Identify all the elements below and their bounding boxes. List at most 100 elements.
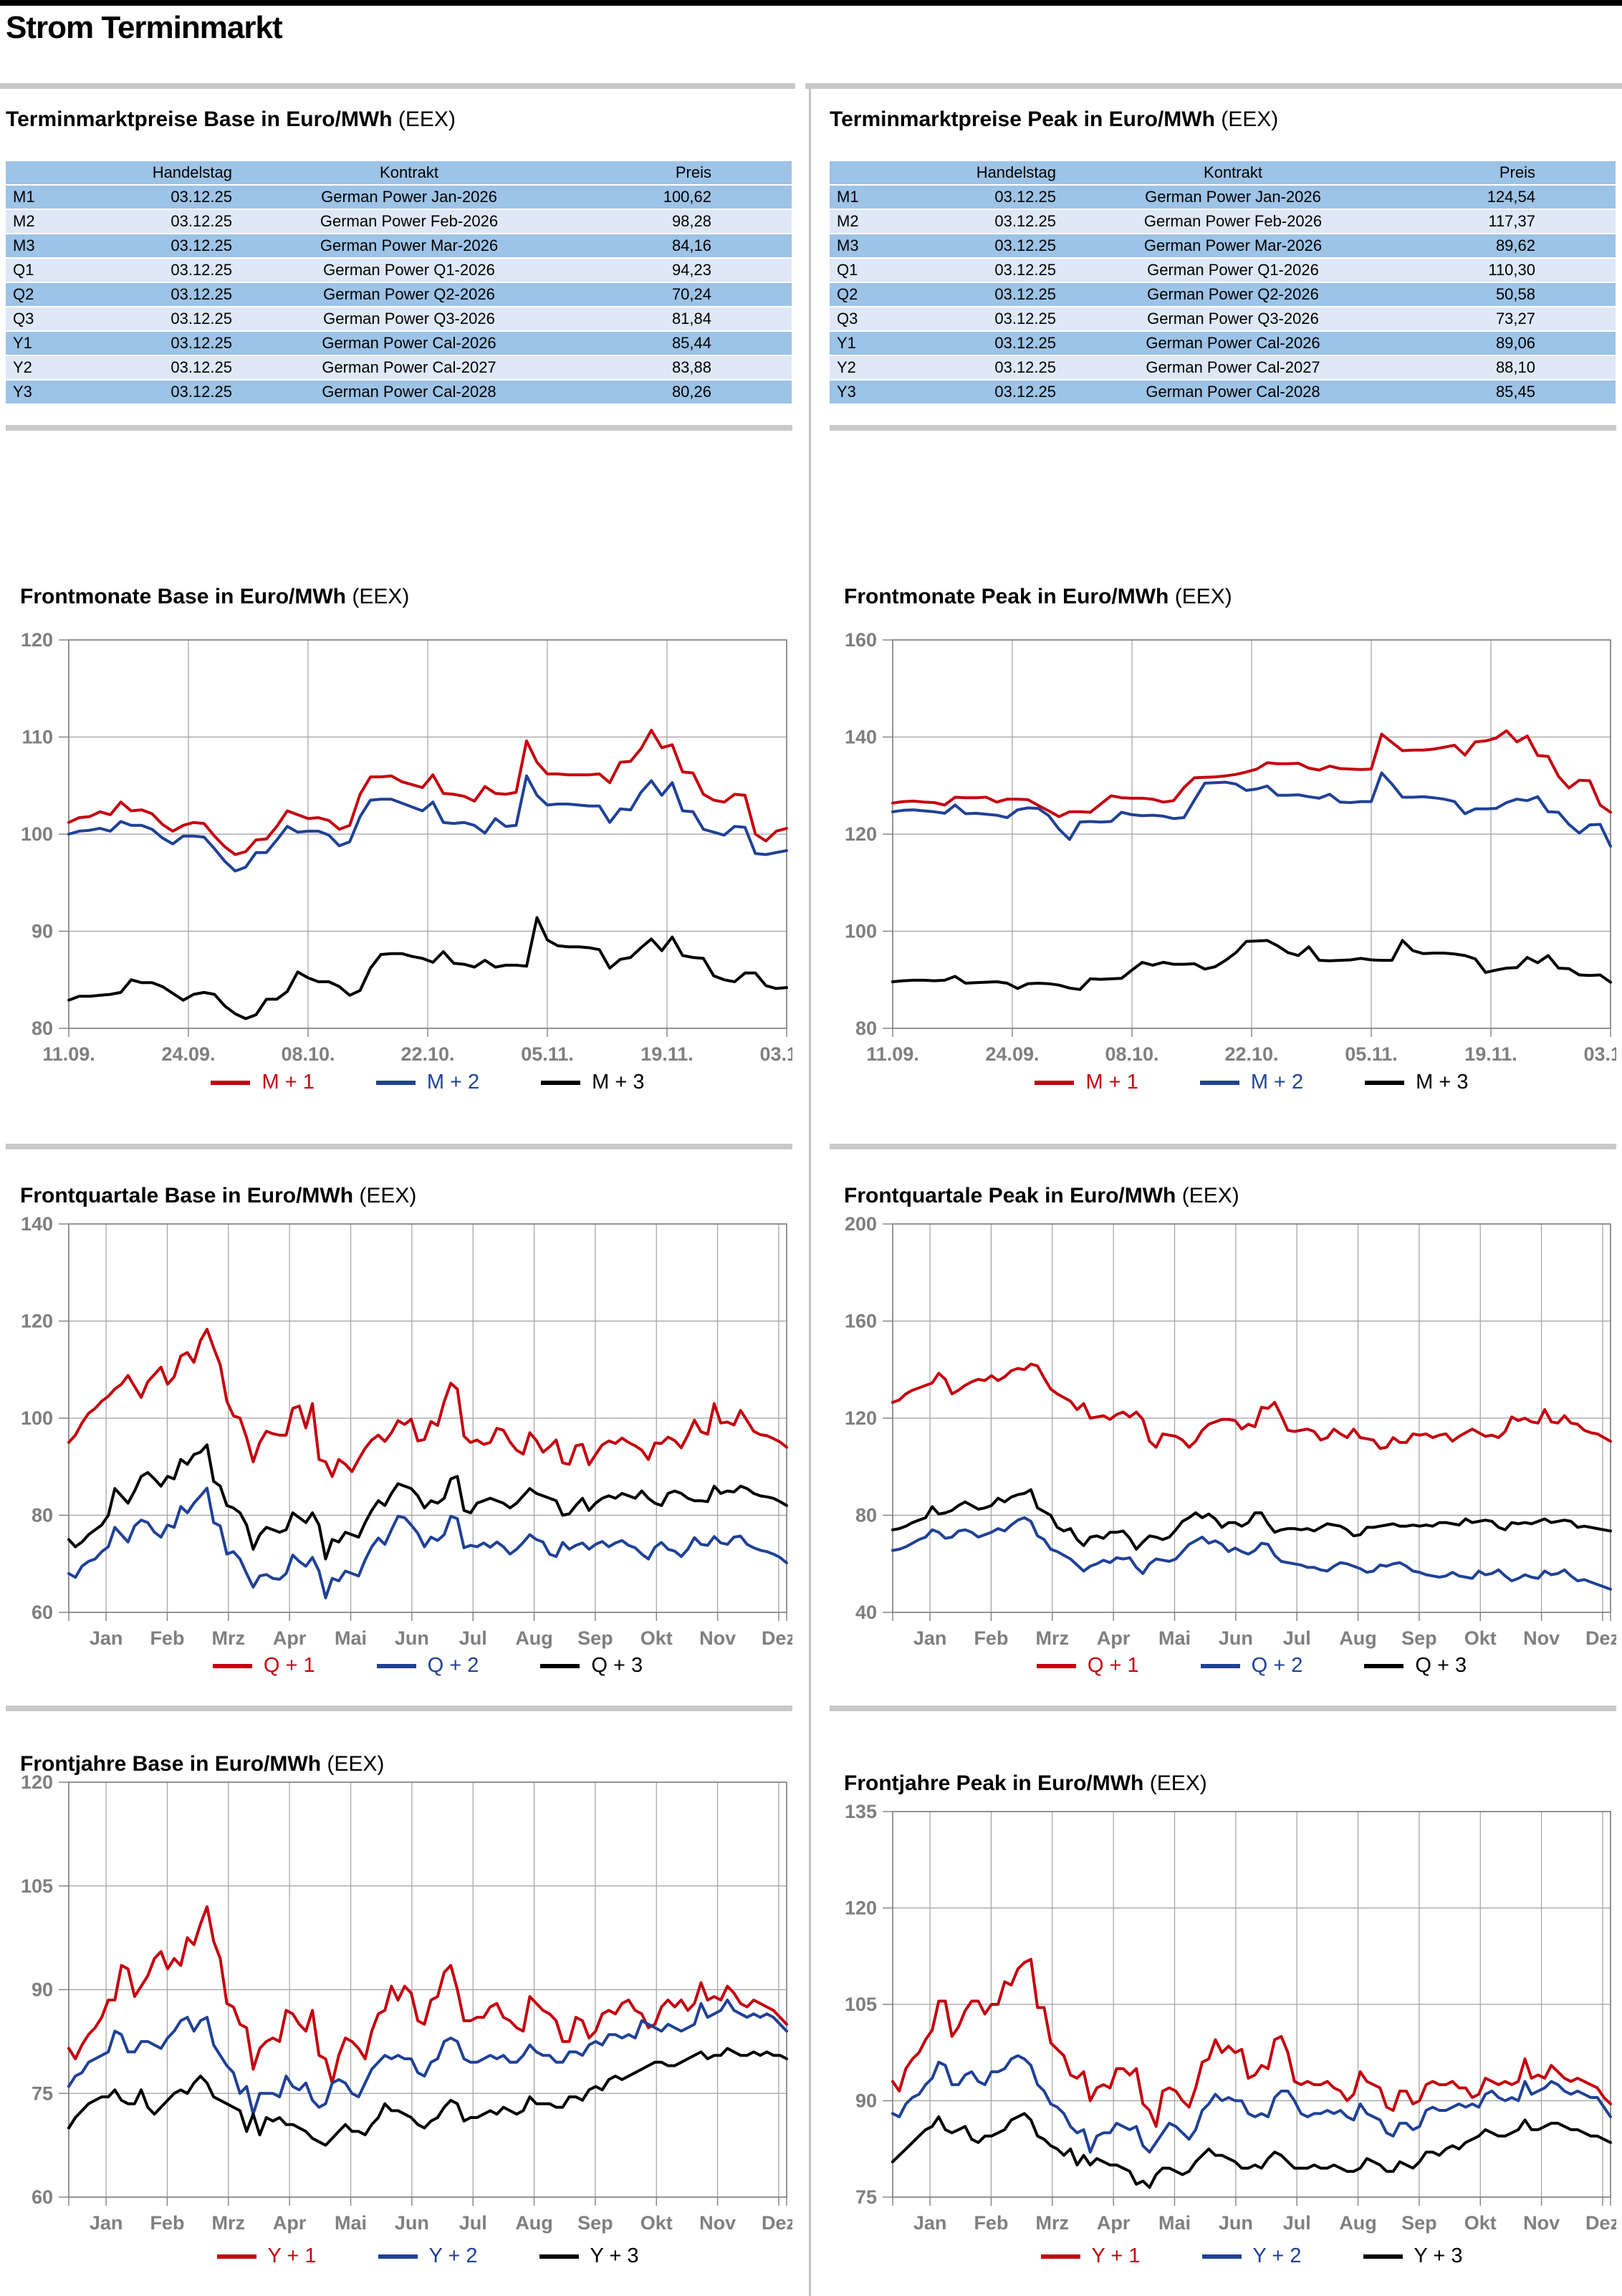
table-cell: 117,37 (1401, 210, 1616, 233)
chart-frontquartale-peak: Frontquartale Peak in Euro/MWh (EEX) 40 8… (830, 1174, 1616, 1678)
y-tick-label: 60 (32, 1602, 53, 1623)
chart-frontmonate-peak: Frontmonate Peak in Euro/MWh (EEX) 80 100… (830, 579, 1616, 1113)
chart-title-suffix: (EEX) (327, 1752, 385, 1776)
table-cell: 03.12.25 (893, 259, 1065, 282)
legend-item: M + 3 (541, 1071, 645, 1094)
table-cell: Preis (577, 161, 792, 184)
table-cell: Handelstag (69, 161, 241, 184)
table-cell: 03.12.25 (893, 186, 1065, 209)
chart-title-suffix: (EEX) (1174, 585, 1232, 608)
table-cell: German Power Mar-2026 (241, 234, 577, 257)
x-tick-label: 03.12. (759, 1043, 792, 1065)
table-cell: 84,16 (577, 234, 792, 257)
x-tick-label: Jul (1283, 1627, 1311, 1649)
x-tick-label: 11.09. (866, 1043, 919, 1065)
y-tick-label: 80 (32, 1018, 53, 1039)
legend-line-swatch (1199, 1080, 1239, 1085)
chart-legend: M + 1 M + 2 M + 3 (893, 1071, 1611, 1094)
legend-label: Q + 3 (1415, 1654, 1467, 1677)
legend-label: Y + 1 (1091, 2244, 1141, 2267)
table-cell: Preis (1401, 161, 1616, 184)
table-cell: German Power Cal-2027 (1065, 356, 1401, 379)
horizontal-divider (830, 1706, 1616, 1711)
legend-line-swatch (211, 1080, 251, 1085)
table-cell: 03.12.25 (69, 381, 241, 403)
series-line-Q+3 (891, 1488, 1612, 1551)
legend-line-swatch (540, 1663, 580, 1668)
table-cell: 03.12.25 (69, 234, 241, 257)
y-tick-label: 160 (845, 629, 877, 651)
legend-label: M + 3 (1416, 1071, 1469, 1094)
table-cell: German Power Feb-2026 (241, 210, 577, 233)
y-tick-label: 100 (21, 1407, 53, 1429)
x-tick-label: Jun (1219, 2212, 1253, 2234)
table-row: Y1 03.12.25 German Power Cal-2026 89,06 (830, 332, 1616, 355)
chart-title-suffix: (EEX) (359, 1184, 417, 1207)
x-tick-label: Apr (273, 2212, 307, 2234)
plot-frame (892, 639, 1611, 1029)
chart-title: Frontmonate Peak in Euro/MWh (EEX) (844, 585, 1232, 609)
chart-title: Frontmonate Base in Euro/MWh (EEX) (20, 585, 409, 609)
series-line-Q+1 (67, 1328, 788, 1478)
y-tick-label: 90 (32, 1979, 53, 2001)
table-cell (830, 161, 893, 184)
chart-legend: Q + 1 Q + 2 Q + 3 (69, 1654, 787, 1678)
legend-item: Y + 3 (539, 2244, 639, 2268)
column-base: Terminmarktpreise Base in Euro/MWh (EEX)… (6, 0, 792, 2296)
table-cell: German Power Cal-2027 (241, 356, 577, 379)
legend-line-swatch (1364, 1663, 1404, 1668)
table-title-base: Terminmarktpreise Base in Euro/MWh (EEX) (6, 107, 456, 132)
y-tick-label: 120 (845, 1407, 877, 1429)
x-tick-label: Sep (1401, 1627, 1437, 1649)
x-tick-label: Jan (90, 1627, 123, 1649)
legend-label: Y + 3 (1414, 2244, 1463, 2267)
table-cell: 03.12.25 (69, 283, 241, 306)
chart-title-text: Frontmonate Base in Euro/MWh (20, 585, 347, 608)
x-tick-label: Aug (1339, 2212, 1376, 2234)
x-tick-label: Apr (1097, 1627, 1131, 1649)
legend-item: Q + 2 (376, 1654, 479, 1678)
chart-frontjahre-peak: Frontjahre Peak in Euro/MWh (EEX) 75 90 10… (830, 1743, 1616, 2296)
table-cell: Y2 (830, 356, 893, 379)
x-tick-label: 05.11. (1345, 1043, 1398, 1065)
x-tick-label: Dez (762, 2212, 792, 2234)
x-tick-label: Mrz (1036, 2212, 1070, 2234)
column-peak: Terminmarktpreise Peak in Euro/MWh (EEX)… (830, 0, 1616, 2296)
series-line-Q+3 (67, 1443, 788, 1561)
x-tick-label: 05.11. (521, 1043, 574, 1065)
table-cell: 110,30 (1401, 259, 1616, 282)
x-tick-label: Nov (1523, 2212, 1560, 2234)
y-tick-label: 135 (845, 1801, 877, 1822)
x-tick-label: Jun (1219, 1627, 1253, 1649)
chart-title-text: Frontjahre Base in Euro/MWh (20, 1752, 322, 1776)
table-cell: 85,44 (577, 332, 792, 355)
legend-label: Y + 1 (267, 2244, 317, 2267)
legend-label: Y + 2 (428, 2244, 478, 2267)
series-line-M+3 (891, 939, 1612, 991)
table-cell: 03.12.25 (893, 234, 1065, 257)
y-tick-label: 40 (855, 1602, 877, 1623)
x-tick-label: Feb (150, 1627, 184, 1649)
legend-item: Q + 2 (1200, 1654, 1302, 1678)
y-tick-label: 120 (21, 1771, 53, 1793)
table-row: Q3 03.12.25 German Power Q3-2026 73,27 (830, 307, 1616, 330)
table-row: Q3 03.12.25 German Power Q3-2026 81,84 (6, 307, 792, 330)
legend-line-swatch (376, 1663, 416, 1668)
legend-item: Y + 2 (378, 2244, 478, 2268)
x-tick-label: Aug (515, 2212, 552, 2234)
series-line-Q+1 (891, 1362, 1612, 1450)
legend-line-swatch (1365, 1080, 1405, 1085)
y-tick-label: 140 (845, 727, 877, 748)
table-cell: Y3 (830, 381, 893, 403)
chart-frontjahre-base: Frontjahre Base in Euro/MWh (EEX) 60 75 90… (6, 1743, 792, 2296)
table-cell: Q1 (830, 259, 893, 282)
x-tick-label: Jun (395, 2212, 429, 2234)
table-cell: German Power Cal-2026 (1065, 332, 1401, 355)
legend-label: M + 2 (426, 1071, 480, 1094)
x-tick-label: 08.10. (281, 1043, 335, 1065)
table-cell: 89,06 (1401, 332, 1616, 355)
table-cell: 03.12.25 (893, 356, 1065, 379)
table-cell: Kontrakt (241, 161, 577, 184)
table-cell: 03.12.25 (69, 210, 241, 233)
table-cell: German Power Cal-2026 (241, 332, 577, 355)
